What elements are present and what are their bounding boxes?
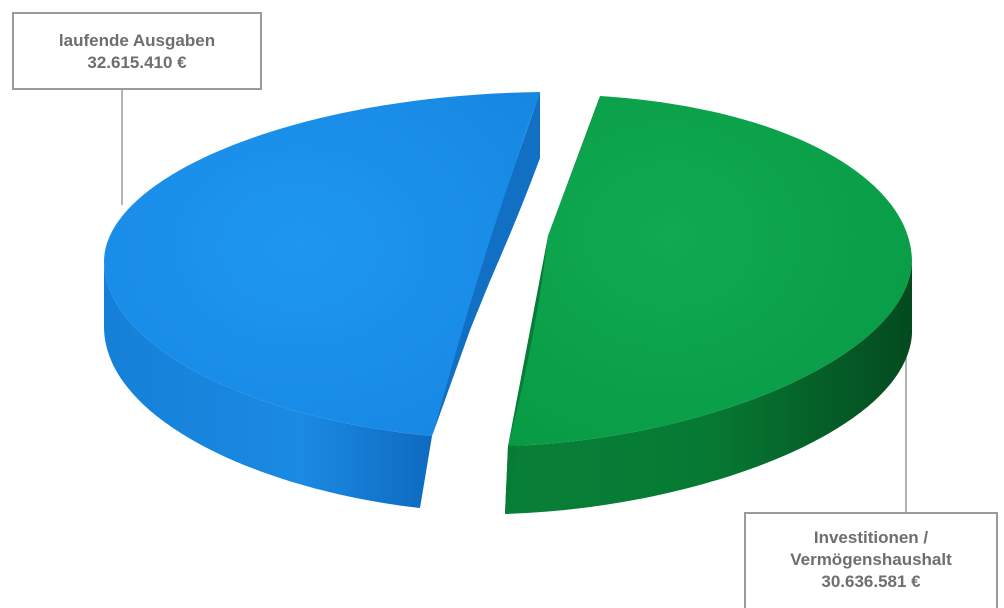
slice-side-green xyxy=(505,262,912,514)
label-laufende-ausgaben-value: 32.615.410 € xyxy=(87,53,187,72)
slice-top-blue xyxy=(104,92,540,436)
label-laufende-ausgaben-name: laufende Ausgaben xyxy=(58,31,216,50)
label-laufende-ausgaben: laufende Ausgaben 32.615.410 € xyxy=(12,12,262,90)
label-investitionen-line2: Vermögenshaushalt xyxy=(790,550,952,569)
pie-slice-investitionen xyxy=(505,96,912,514)
label-investitionen-line1: Investitionen / xyxy=(813,528,929,547)
slice-side-blue xyxy=(104,262,432,508)
label-investitionen-value: 30.636.581 € xyxy=(821,572,921,591)
pie-slice-laufende-ausgaben xyxy=(104,92,540,508)
slice-cut-face-blue-inner xyxy=(432,92,540,436)
label-investitionen: Investitionen / Vermögenshaushalt 30.636… xyxy=(744,512,998,608)
slice-top-green xyxy=(508,96,912,446)
